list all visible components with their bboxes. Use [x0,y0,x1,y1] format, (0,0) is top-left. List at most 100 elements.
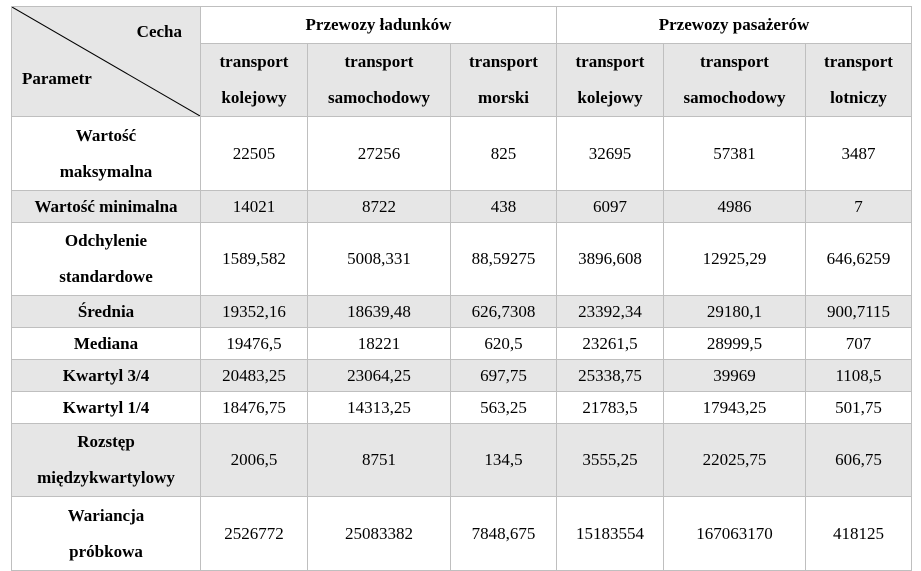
table-cell: 707 [804,327,913,360]
column-header-line: kolejowy [221,88,287,107]
row-label-line: Wartość minimalna [34,196,178,216]
column-header-line: morski [478,88,529,107]
row-label-line: Mediana [73,333,139,353]
table-cell: 3555,25 [556,423,664,497]
table-cell: 167063170 [663,496,806,571]
group-header-passenger: Przewozy pasażerów [555,6,913,44]
table-cell: 20483,25 [200,359,308,392]
table-cell: 14021 [200,190,308,223]
row-label-line: Wariancja [67,505,145,525]
table-row: Mediana 19476,5 18221 620,5 23261,5 28999,5 70… [11,327,913,360]
diagonal-divider [12,7,200,116]
table-cell: 3896,608 [556,222,664,296]
table-cell: 17943,25 [663,391,806,424]
table-cell: 5008,331 [307,222,451,296]
table-cell: 32695 [556,116,664,191]
row-label-line: Kwartyl 3/4 [62,365,150,385]
row-label: Kwartyl 3/4 [11,359,201,392]
row-label-line: międzykwartylowy [37,468,175,487]
table-cell: 1589,582 [200,222,308,296]
table-cell: 438 [450,190,557,223]
table-cell: 19352,16 [200,295,308,328]
table-cell: 626,7308 [450,295,557,328]
column-header-line: samochodowy [327,88,430,107]
table-row: Średnia 19352,16 18639,48 626,7308 23392,34 2… [11,295,913,328]
column-header-1: transport samochodowy [307,43,451,117]
row-label: Kwartyl 1/4 [11,391,201,424]
column-header-3: transport kolejowy [556,43,664,117]
row-label: Wartość minimalna [11,190,201,223]
column-header-line: transport [469,52,538,71]
table-cell: 606,75 [804,423,913,497]
corner-header-cell: Cecha Parametr [11,6,201,117]
table-row: Wariancja próbkowa 2526772 25083382 7848,675… [11,496,913,571]
statistics-table: Cecha Parametr Przewozy ładunków Przewoz… [11,6,913,571]
row-label-line: próbkowa [69,541,143,561]
column-header-line: transport [344,52,414,71]
column-header-0: transport kolejowy [200,43,308,117]
table-cell: 2006,5 [200,423,308,497]
table-cell: 1108,5 [804,359,913,392]
column-header-line: transport [219,52,289,71]
table-cell: 8722 [307,190,451,223]
column-header-2: transport morski [450,43,557,117]
table-cell: 15183554 [556,496,664,571]
table-row: Odchylenie standardowe 1589,582 5008,331 88,… [11,222,913,296]
table-cell: 23064,25 [307,359,451,392]
table-cell: 25083382 [307,496,451,571]
column-header-line: transport [700,52,769,71]
table-cell: 825 [450,116,557,191]
table-cell: 23392,34 [556,295,664,328]
row-label: Rozstęp międzykwartylowy [11,423,201,497]
column-header-line: lotniczy [830,88,887,107]
table-cell: 27256 [307,116,451,191]
row-label: Odchylenie standardowe [11,222,201,296]
table-row: Wartość maksymalna 22505 27256 825 32695 57381… [11,116,913,191]
row-label-line: Wartość [75,125,137,145]
table-cell: 39969 [663,359,806,392]
table-cell: 3487 [804,116,913,191]
table-cell: 25338,75 [556,359,664,392]
table-cell: 7848,675 [450,496,557,571]
table-cell: 418125 [804,496,913,571]
table-row: Kwartyl 3/4 20483,25 23064,25 697,75 25338,7… [11,359,913,392]
table-cell: 563,25 [450,391,557,424]
row-label-line: standardowe [59,267,153,286]
table-cell: 646,6259 [804,222,913,296]
row-label: Średnia [11,295,201,328]
row-label-line: Średnia [77,301,135,321]
group-header-freight: Przewozy ładunków [200,6,557,44]
row-label: Wartość maksymalna [11,116,201,191]
table-cell: 29180,1 [663,295,806,328]
table-cell: 57381 [663,116,806,191]
column-header-line: transport [575,52,645,71]
table-cell: 2526772 [200,496,308,571]
column-header-5: transport lotniczy [804,43,913,117]
table-cell: 620,5 [450,327,557,360]
corner-label-cecha: Cecha [136,22,182,41]
table-cell: 18221 [307,327,451,360]
column-header-line: kolejowy [577,88,643,107]
row-label-line: Rozstęp [77,432,135,451]
column-header-line: transport [824,52,893,71]
table-cell: 23261,5 [556,327,664,360]
corner-label-parametr: Parametr [22,69,92,88]
table-cell: 18639,48 [307,295,451,328]
table-cell: 28999,5 [663,327,806,360]
table-cell: 697,75 [450,359,557,392]
table-cell: 21783,5 [556,391,664,424]
table-cell: 501,75 [804,391,913,424]
table-cell: 22505 [200,116,308,191]
table-cell: 134,5 [450,423,557,497]
row-label: Wariancja próbkowa [11,496,201,571]
table-row: Rozstęp międzykwartylowy 2006,5 8751 134,5 35… [11,423,913,497]
row-label-line: Odchylenie [64,231,148,250]
table-cell: 14313,25 [307,391,451,424]
table-cell: 8751 [307,423,451,497]
table-row: Wartość minimalna 14021 8722 438 6097 4986 7 [11,190,913,223]
table-cell: 12925,29 [663,222,806,296]
table-cell: 7 [804,190,913,223]
table-cell: 6097 [556,190,664,223]
table-cell: 22025,75 [663,423,806,497]
table-cell: 19476,5 [200,327,308,360]
